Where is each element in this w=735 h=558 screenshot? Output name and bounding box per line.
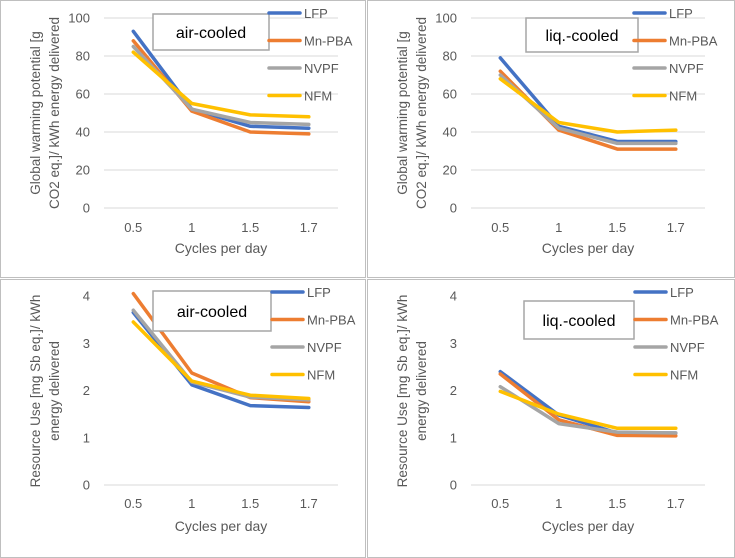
legend-label: NFM (669, 89, 697, 104)
x-tick-label: 1.7 (300, 220, 318, 235)
x-tick-label: 1 (188, 220, 195, 235)
chart-title: air-cooled (177, 304, 247, 321)
series-line-nfm (498, 77, 678, 134)
series-line-lfp (498, 56, 678, 144)
series-line-nfm (498, 389, 678, 431)
y-tick-label: 0 (83, 201, 90, 216)
y-tick-label: 40 (443, 125, 457, 140)
legend-label: NFM (307, 368, 335, 383)
legend-label: NVPF (670, 340, 705, 355)
chart-title-box (152, 13, 270, 51)
y-tick-label: 80 (76, 49, 90, 64)
x-tick-label: 0.5 (124, 496, 142, 511)
chart-panel-2: 0 20 40 60 80 100 0.5 1 1.5 1.7 Cycles per day Glob… (367, 0, 735, 278)
x-axis-title: Cycles per day (542, 240, 635, 256)
legend-label: NFM (304, 89, 332, 104)
y-tick-label: 0 (450, 201, 457, 216)
legend-label: LFP (670, 285, 694, 300)
y-tick-label: 3 (450, 336, 457, 351)
chart-panel-4: 0 1 2 3 4 0.5 1 1.5 1.7 Cycles per day Resource Us… (367, 279, 735, 558)
y-tick-label: 4 (83, 289, 90, 304)
legend-label: Mn-PBA (307, 313, 356, 328)
y-tick-label: 60 (76, 87, 90, 102)
y-tick-label: 3 (83, 336, 90, 351)
x-tick-label: 1.5 (241, 496, 259, 511)
y-axis-title: Global warming potential [g (28, 31, 43, 195)
chart-panel-3: 0 1 2 3 4 0.5 1 1.5 1.7 Cycles per day Resource Us… (0, 279, 366, 558)
y-tick-label: 0 (83, 478, 90, 493)
chart-title: air-cooled (176, 25, 246, 42)
y-tick-label: 100 (68, 11, 90, 26)
x-axis-title: Cycles per day (542, 518, 635, 534)
legend-label: NVPF (307, 340, 342, 355)
legend-label: LFP (307, 285, 331, 300)
y-axis-title: CO2 eq.]/ kWh energy delivered (414, 17, 429, 209)
y-tick-label: 20 (443, 163, 457, 178)
legend-label: NFM (670, 368, 698, 383)
x-tick-label: 0.5 (491, 220, 509, 235)
legend-label: LFP (669, 6, 693, 21)
y-axis-title: CO2 eq.]/ kWh energy delivered (47, 17, 62, 209)
x-tick-label: 1.5 (608, 220, 626, 235)
y-axis-title: Resource Use [mg Sb eq.]/ kWh (28, 295, 43, 488)
x-tick-label: 1.7 (667, 220, 685, 235)
y-tick-label: 1 (83, 430, 90, 445)
y-axis-title: Global warming potential [g (395, 31, 410, 195)
x-tick-label: 1.7 (300, 496, 318, 511)
x-tick-label: 0.5 (124, 220, 142, 235)
x-axis-title: Cycles per day (175, 518, 268, 534)
chart-title: liq.-cooled (543, 313, 616, 330)
x-tick-label: 1.7 (667, 496, 685, 511)
x-axis-title: Cycles per day (175, 240, 268, 256)
legend-label: LFP (304, 6, 328, 21)
series-line-nfm (131, 320, 311, 401)
y-tick-label: 40 (76, 125, 90, 140)
y-axis-title: energy delivered (47, 341, 62, 441)
chart-title-box (523, 300, 635, 340)
series-line-nvpf (498, 384, 678, 435)
y-tick-label: 80 (443, 49, 457, 64)
x-tick-label: 1 (555, 220, 562, 235)
chart-title-box (152, 290, 272, 332)
legend-label: Mn-PBA (304, 34, 353, 49)
chart-panel-1: 0 20 40 60 80 100 0.5 1 1.5 1.7 Cycles per day Glob… (0, 0, 366, 278)
legend-label: Mn-PBA (669, 34, 718, 49)
x-tick-label: 0.5 (491, 496, 509, 511)
series-line-lfp (131, 29, 311, 130)
legend-label: NVPF (304, 61, 339, 76)
x-tick-label: 1.5 (608, 496, 626, 511)
y-tick-label: 60 (443, 87, 457, 102)
y-axis-title: energy delivered (414, 341, 429, 441)
legend-label: Mn-PBA (670, 313, 719, 328)
y-tick-label: 100 (435, 11, 457, 26)
y-tick-label: 2 (83, 383, 90, 398)
x-tick-label: 1 (188, 496, 195, 511)
y-tick-label: 1 (450, 430, 457, 445)
y-tick-label: 2 (450, 383, 457, 398)
chart-title: liq.-cooled (546, 28, 619, 45)
y-tick-label: 0 (450, 478, 457, 493)
chart-title-box (525, 17, 639, 53)
series-line-nfm (131, 50, 311, 119)
y-tick-label: 20 (76, 163, 90, 178)
x-tick-label: 1.5 (241, 220, 259, 235)
y-tick-label: 4 (450, 289, 457, 304)
legend-label: NVPF (669, 61, 704, 76)
x-tick-label: 1 (555, 496, 562, 511)
y-axis-title: Resource Use [mg Sb eq.]/ kWh (395, 295, 410, 488)
